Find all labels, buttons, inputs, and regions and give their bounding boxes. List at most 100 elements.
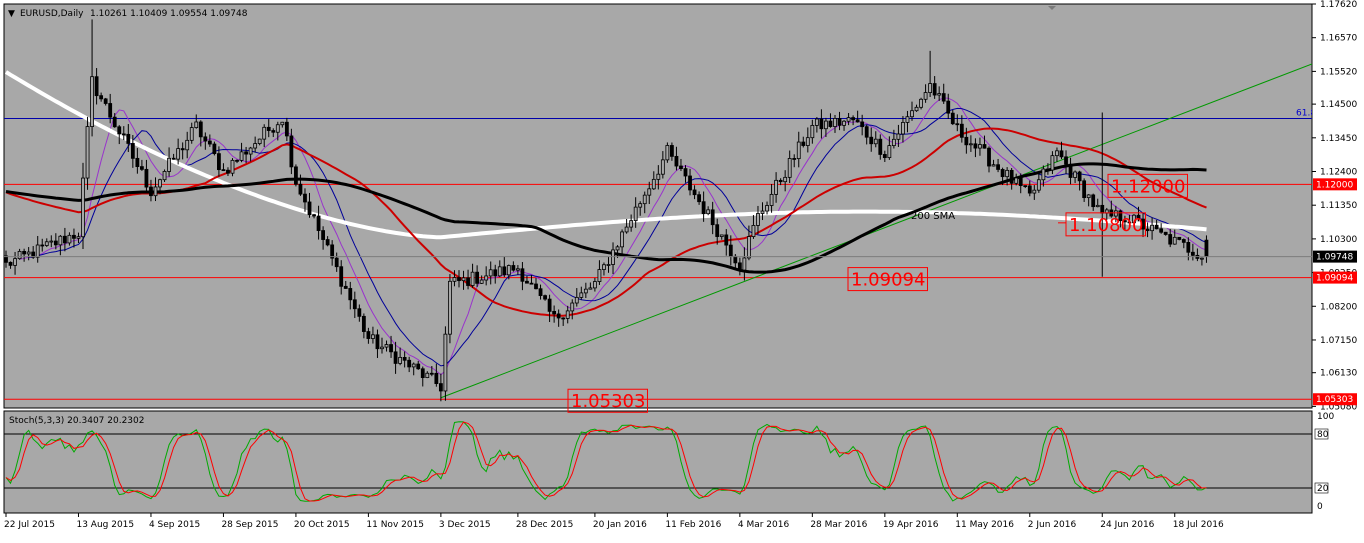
candle[interactable] [824,117,828,137]
candle[interactable] [787,150,792,184]
candle[interactable] [959,115,964,143]
candle[interactable] [488,261,493,285]
candle[interactable] [710,201,715,235]
candle[interactable] [502,256,507,278]
candle[interactable] [321,226,326,250]
candle[interactable] [706,206,711,216]
candle[interactable] [905,110,910,133]
candle[interactable] [910,101,914,121]
candle[interactable] [792,154,797,168]
candle[interactable] [674,146,679,171]
candle[interactable] [941,83,946,104]
candle[interactable] [1055,147,1059,162]
candle[interactable] [1190,243,1195,261]
candle[interactable] [1036,173,1041,193]
candle[interactable] [1086,194,1091,207]
candle[interactable] [1023,185,1028,189]
candle[interactable] [162,169,167,183]
candle[interactable] [343,280,348,289]
candle[interactable] [1172,229,1177,245]
candle[interactable] [765,201,769,215]
candle[interactable] [1046,163,1050,175]
candle[interactable] [642,191,647,214]
candle[interactable] [842,119,846,131]
candle[interactable] [543,294,547,301]
candle[interactable] [1168,228,1173,248]
candle[interactable] [62,227,67,252]
candle[interactable] [978,137,982,156]
candle[interactable] [629,214,634,232]
candle[interactable] [973,138,978,158]
candle[interactable] [371,326,375,344]
candle[interactable] [262,124,267,148]
candle[interactable] [294,164,298,187]
candle[interactable] [688,168,692,196]
candle[interactable] [923,84,928,103]
candle[interactable] [461,270,466,290]
candle[interactable] [303,188,307,212]
candle[interactable] [330,240,335,266]
candle[interactable] [1154,219,1159,230]
candle[interactable] [602,262,606,276]
candle[interactable] [280,121,285,128]
candle[interactable] [171,153,176,160]
candle[interactable] [1163,231,1168,236]
candle[interactable] [588,282,593,290]
candle[interactable] [244,146,248,164]
candle[interactable] [4,250,8,268]
candle[interactable] [515,265,520,275]
candle[interactable] [660,151,665,179]
candle[interactable] [1041,165,1046,187]
candle[interactable] [448,274,452,344]
candle[interactable] [864,124,869,145]
candle[interactable] [380,337,384,354]
candle[interactable] [697,191,701,205]
candle[interactable] [103,97,108,106]
candle[interactable] [35,235,40,263]
candle[interactable] [407,356,412,373]
candle[interactable] [112,113,117,128]
candle[interactable] [212,141,217,156]
candle[interactable] [194,114,199,129]
candle[interactable] [547,294,552,323]
candle[interactable] [198,120,203,147]
candle[interactable] [932,76,937,99]
candle[interactable] [375,329,380,358]
candle[interactable] [647,181,652,205]
candle[interactable] [99,92,104,102]
candle[interactable] [810,119,815,144]
candle[interactable] [805,127,810,153]
candle[interactable] [891,129,896,149]
candle[interactable] [85,116,90,190]
candle[interactable] [185,131,190,159]
candle[interactable] [615,245,620,259]
candle[interactable] [1018,173,1023,194]
candle[interactable] [937,86,942,101]
candle[interactable] [139,159,144,171]
candle[interactable] [316,205,321,240]
candle[interactable] [226,167,230,177]
candle[interactable] [53,233,58,250]
candle[interactable] [366,327,371,344]
candle[interactable] [1064,150,1068,174]
candle[interactable] [158,178,162,195]
candle[interactable] [538,284,543,300]
candle[interactable] [1200,257,1204,266]
candle[interactable] [819,109,824,139]
candle[interactable] [579,286,584,300]
candle[interactable] [221,163,226,172]
candle[interactable] [556,309,561,327]
candle[interactable] [737,257,742,276]
candle[interactable] [529,274,534,285]
candle[interactable] [130,135,135,168]
candle[interactable] [1050,151,1055,175]
candle[interactable] [126,124,131,152]
candle[interactable] [896,124,901,147]
candle[interactable] [1181,238,1186,249]
candle[interactable] [203,132,208,150]
candle[interactable] [801,136,806,148]
candle[interactable] [235,159,239,164]
candle[interactable] [882,150,887,162]
candle[interactable] [17,248,22,260]
candle[interactable] [534,277,538,290]
